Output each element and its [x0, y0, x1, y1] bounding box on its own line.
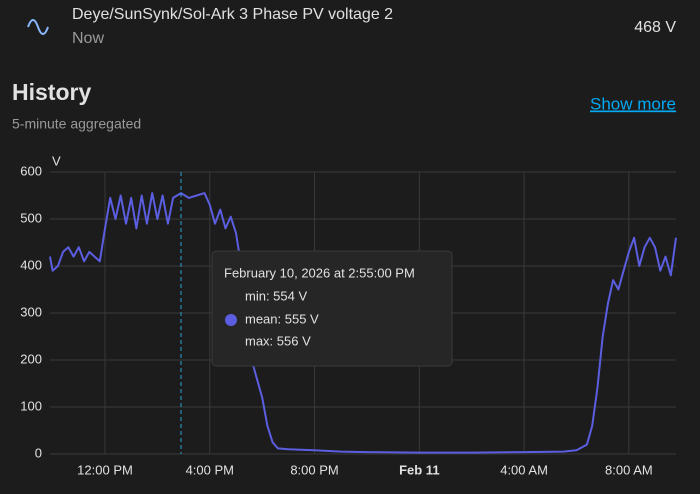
x-tick-label: 8:00 AM [605, 462, 653, 477]
tooltip-max: max: 556 V [245, 333, 311, 348]
x-tick-label: Feb 11 [399, 462, 439, 477]
tooltip-min: min: 554 V [245, 288, 307, 303]
x-tick-label: 4:00 PM [186, 462, 234, 477]
entity-state: 468 V [634, 19, 676, 36]
y-tick-label: 0 [35, 445, 42, 460]
data-line [49, 192, 677, 454]
history-subtitle: 5-minute aggregated [12, 116, 141, 132]
tooltip-title: February 10, 2026 at 2:55:00 PM [224, 265, 415, 280]
icon [27, 19, 49, 35]
tooltip-swatch [225, 314, 237, 326]
y-tick-label: 200 [20, 351, 42, 366]
y-tick-label: 600 [20, 163, 42, 178]
y-tick-label: 400 [20, 257, 42, 272]
y-tick-label: 300 [20, 304, 42, 319]
x-tick-label: 4:00 AM [500, 462, 548, 477]
x-tick-label: 12:00 PM [77, 462, 133, 477]
tooltip [211, 250, 453, 367]
y-tick-label: 500 [20, 210, 42, 225]
y-axis-label: V [52, 153, 61, 168]
entity-title[interactable]: Deye/SunSynk/Sol-Ark 3 Phase PV voltage … [72, 6, 393, 23]
y-tick-label: 100 [20, 398, 42, 413]
show-more-link[interactable]: Show more [590, 94, 676, 113]
x-tick-label: 8:00 PM [290, 462, 338, 477]
entity-subtitle: Now [72, 30, 104, 47]
history-title: History [12, 79, 91, 105]
tooltip-mean: mean: 555 V [245, 311, 319, 326]
